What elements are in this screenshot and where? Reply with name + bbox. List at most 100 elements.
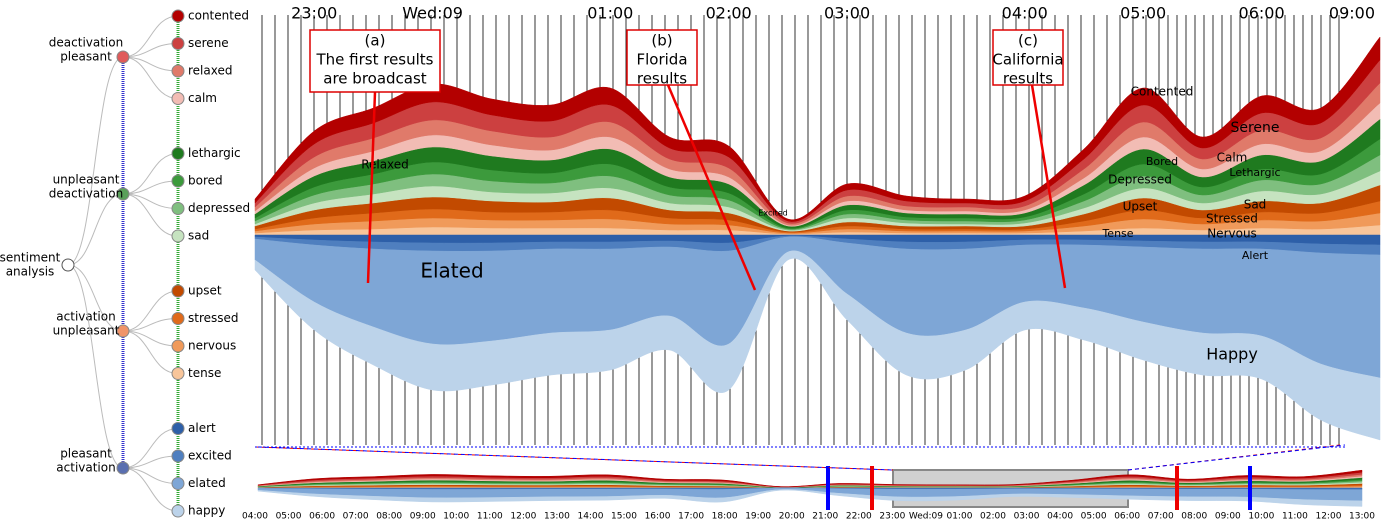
overview-axis-label: 10:00 <box>443 512 469 522</box>
overview-marker <box>870 466 874 510</box>
overview-axis-label: 09:00 <box>1215 512 1241 522</box>
stream-label: Stressed <box>1206 212 1258 226</box>
overview-axis-label: 04:00 <box>1047 512 1073 522</box>
leaf-label: happy <box>188 504 225 518</box>
tree-edge <box>122 56 179 99</box>
overview-axis-label: Wed:09 <box>909 512 943 522</box>
overview-axis-label: 17:00 <box>678 512 704 522</box>
overview-axis-label: 09:00 <box>410 512 436 522</box>
leaf-node <box>171 202 185 215</box>
group-label: deactivation <box>49 36 123 50</box>
overview-axis-label: 11:00 <box>477 512 503 522</box>
leaf-label: nervous <box>188 339 236 353</box>
group-label: deactivation <box>49 187 123 201</box>
stream-label: Depressed <box>1108 173 1172 187</box>
zoom-link <box>1127 444 1346 471</box>
root-label: sentiment <box>0 251 61 265</box>
time-label: 23:00 <box>291 4 337 23</box>
overview-axis-label: 16:00 <box>645 512 671 522</box>
stream-label: Calm <box>1217 151 1248 165</box>
overview-axis-label: 23:00 <box>879 512 905 522</box>
overview-axis-label: 13:00 <box>544 512 570 522</box>
annotation-text: results <box>637 70 687 88</box>
tree-edge <box>122 153 179 195</box>
stream-label: Sad <box>1244 198 1267 212</box>
overview-axis-label: 12:00 <box>1315 512 1341 522</box>
group-label: pleasant <box>60 447 112 461</box>
stream-label: Upset <box>1123 200 1158 214</box>
group-label: pleasant <box>60 50 112 64</box>
overview-axis-label: 10:00 <box>1248 512 1274 522</box>
tree-edge <box>122 467 179 484</box>
overview-axis-label: 11:00 <box>1282 512 1308 522</box>
leaf-label: excited <box>188 449 232 463</box>
leaf-node <box>171 37 185 50</box>
leaf-label: sad <box>188 229 209 243</box>
time-label: 04:00 <box>1002 4 1048 23</box>
overview-axis-label: 18:00 <box>712 512 738 522</box>
tree-edge <box>122 193 179 237</box>
stream-label: Excited <box>758 209 787 218</box>
overview-marker <box>1175 466 1179 510</box>
overview-stream <box>257 489 1363 507</box>
overview-axis-label: 07:00 <box>1148 512 1174 522</box>
annotation-text: are broadcast <box>323 70 427 88</box>
group-node <box>116 461 130 475</box>
tree-edge <box>122 56 179 72</box>
stream-label: Lethargic <box>1229 166 1280 179</box>
tree-edge <box>67 264 124 332</box>
leaf-label: tense <box>188 366 221 380</box>
tree-edge <box>122 318 179 332</box>
tree-edge <box>122 467 179 512</box>
time-label: Wed:09 <box>402 4 463 23</box>
leaf-label: bored <box>188 174 223 188</box>
group-label: activation <box>56 461 115 475</box>
leaf-label: contented <box>188 9 249 23</box>
stream-label: Elated <box>420 259 483 283</box>
annotation-box <box>309 29 441 93</box>
tree-edge <box>122 290 179 332</box>
time-label: 09:00 <box>1329 4 1375 23</box>
overview-axis-label: 04:00 <box>242 512 268 522</box>
group-label: unpleasant <box>53 324 120 338</box>
overview-axis-label: 03:00 <box>1014 512 1040 522</box>
overview-marker <box>826 466 830 510</box>
tree-edge <box>67 193 124 266</box>
stream-label: Happy <box>1206 345 1258 364</box>
overview-axis-label: 19:00 <box>745 512 771 522</box>
overview-axis-label: 06:00 <box>309 512 335 522</box>
annotation-box <box>626 29 698 86</box>
leaf-node <box>171 147 185 160</box>
overview-axis-label: 13:00 <box>1349 512 1375 522</box>
overview-marker <box>1248 466 1252 510</box>
tree-edge <box>122 428 179 469</box>
annotation-pointer <box>666 84 757 291</box>
stream <box>254 250 1381 441</box>
annotation-text: (b) <box>651 32 672 50</box>
group-label: activation <box>56 310 115 324</box>
leaf-label: upset <box>188 284 222 298</box>
leaf-label: depressed <box>188 201 250 215</box>
tree-edge <box>67 56 124 266</box>
leaf-node <box>171 449 185 463</box>
leaf-label: elated <box>188 476 226 490</box>
leaf-node <box>171 477 185 490</box>
annotation-pointer <box>366 91 377 284</box>
leaf-node <box>171 92 185 105</box>
annotation-text: (a) <box>365 32 386 50</box>
time-label: 02:00 <box>706 4 752 23</box>
group-node <box>116 324 130 338</box>
overview-stream <box>257 469 1363 488</box>
leaf-node <box>171 64 185 78</box>
overview-axis-label: 05:00 <box>1081 512 1107 522</box>
leaf-node <box>171 312 185 325</box>
zoom-link <box>257 446 894 471</box>
overview-axis-label: 20:00 <box>779 512 805 522</box>
leaf-label: serene <box>188 36 229 50</box>
stream-label: Nervous <box>1207 227 1257 241</box>
stream-label: Bored <box>1146 155 1178 168</box>
tree-edge <box>122 455 179 469</box>
time-label: 06:00 <box>1239 4 1285 23</box>
overview-axis-label: 12:00 <box>510 512 536 522</box>
